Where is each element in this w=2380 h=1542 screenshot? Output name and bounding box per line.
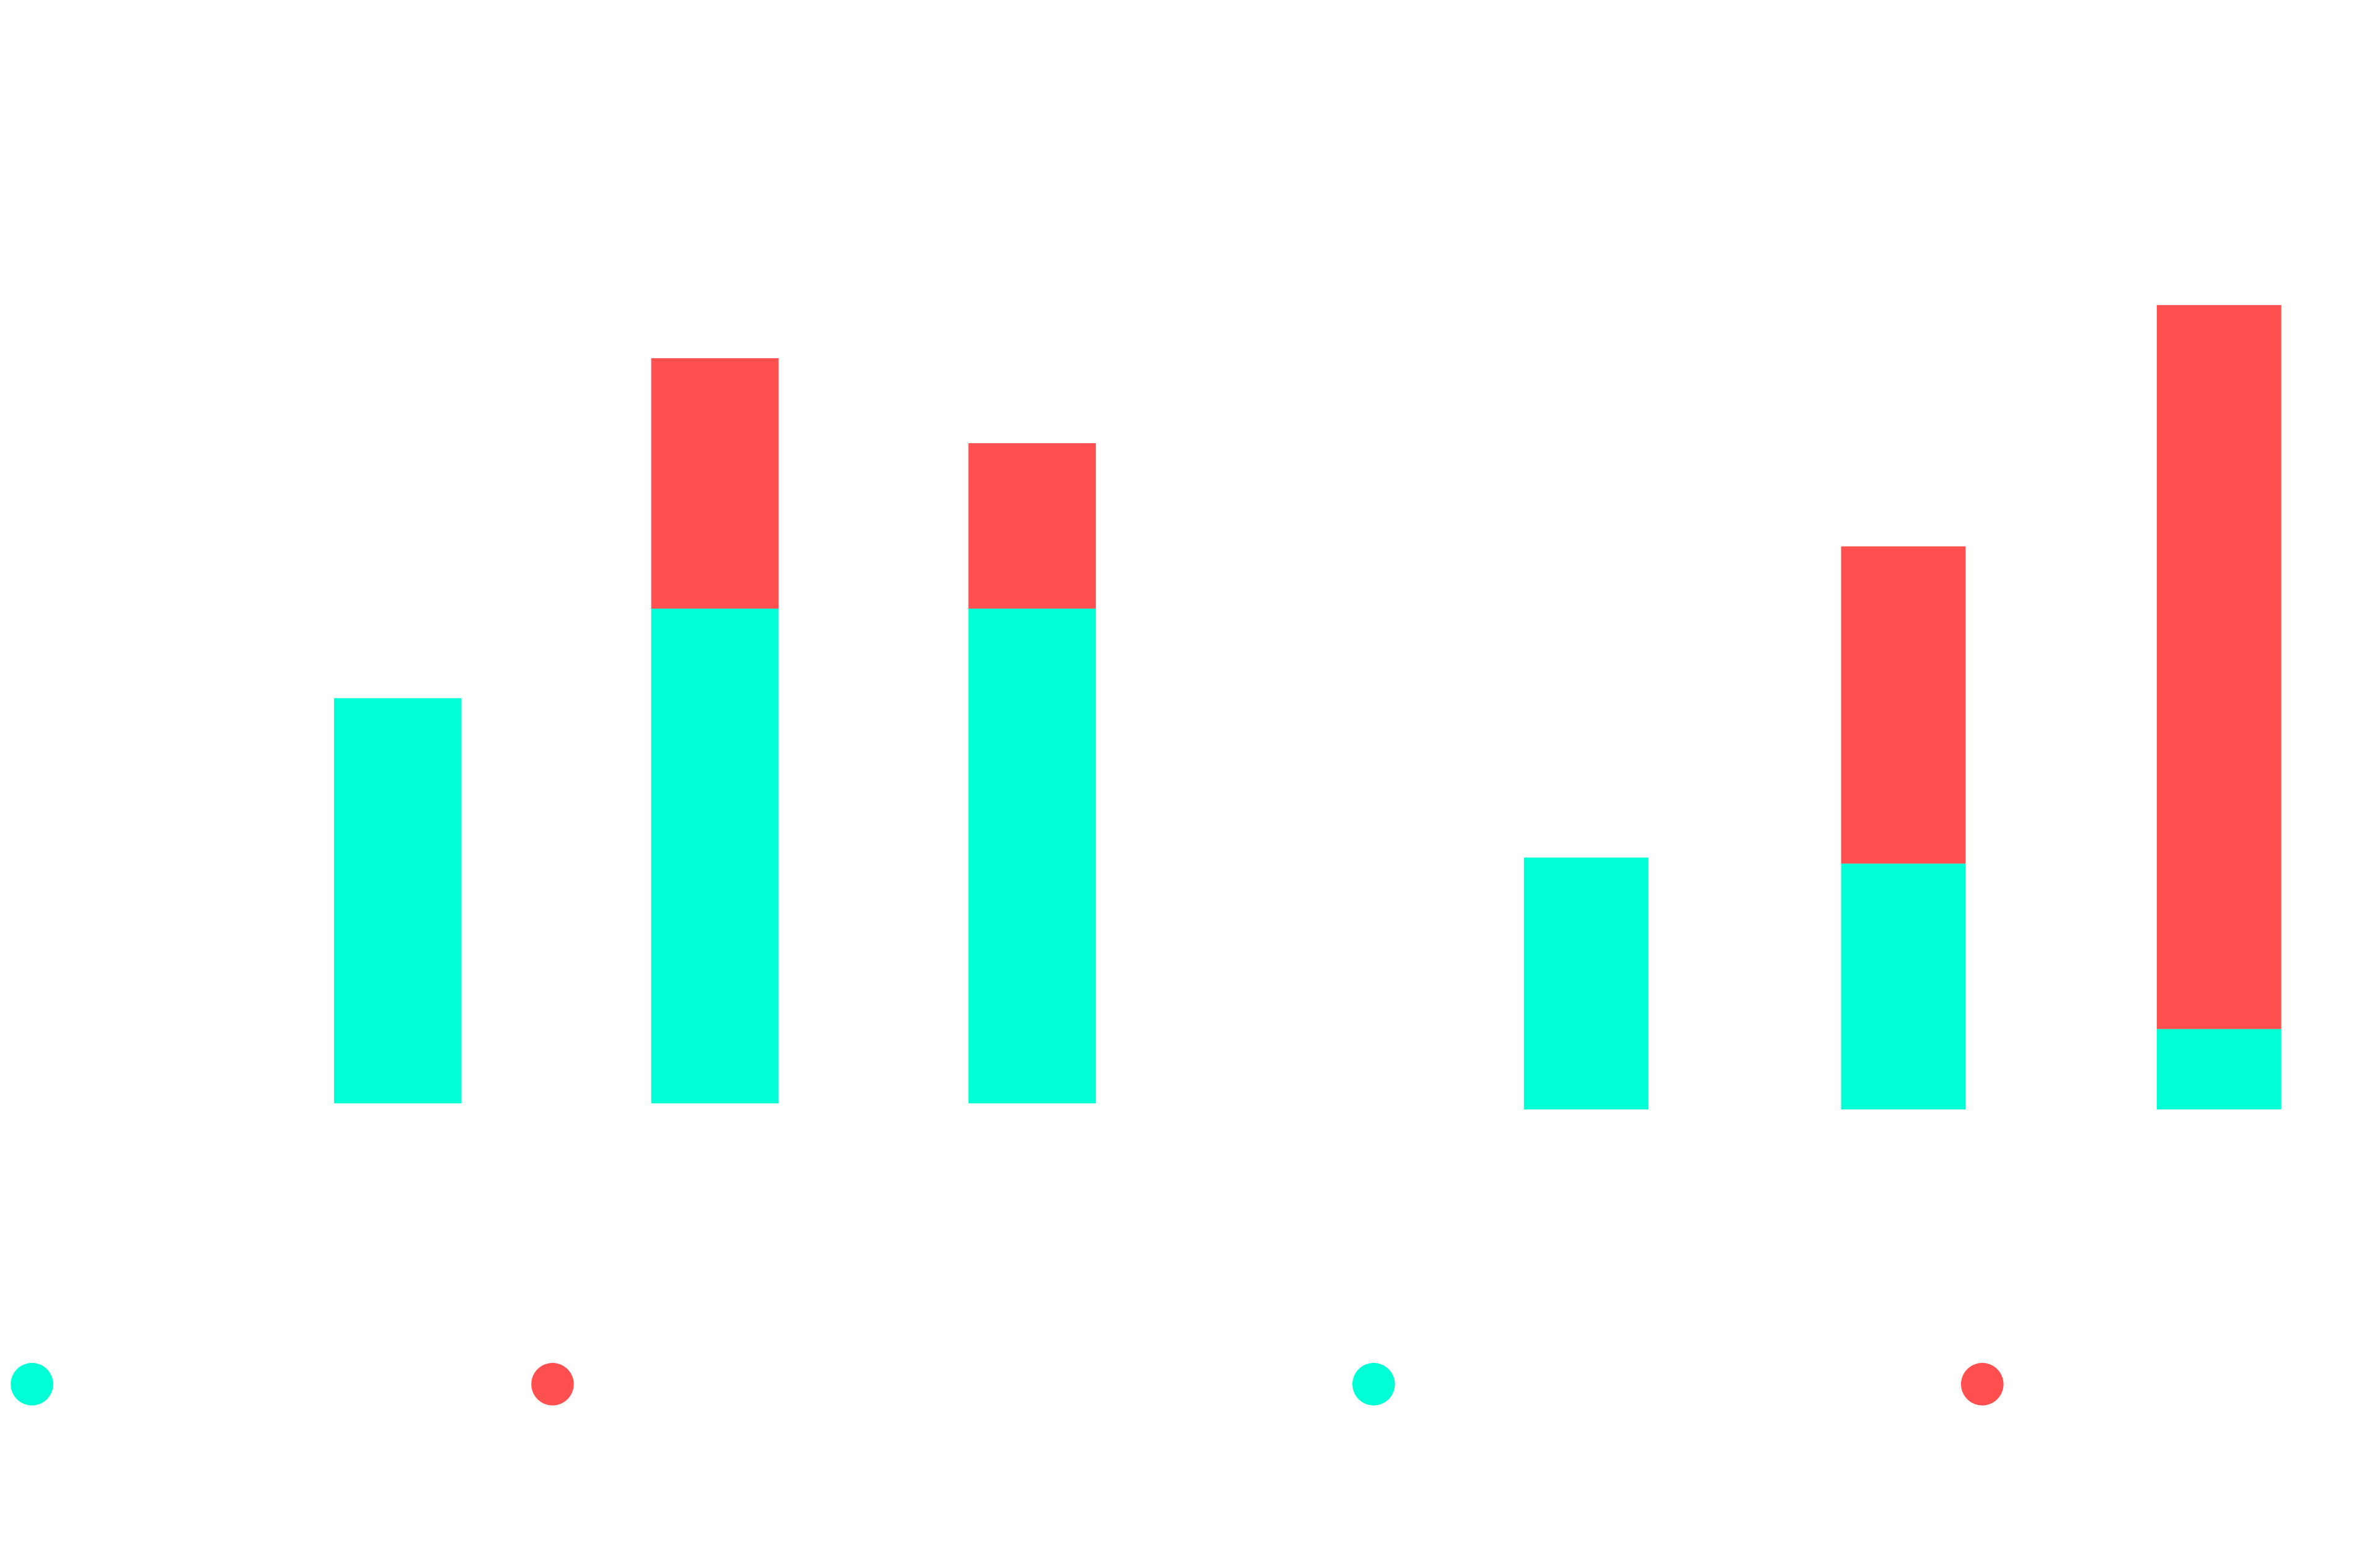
left-chart	[333, 358, 1096, 1104]
bar-chart0-cat1-series1	[651, 358, 779, 609]
bar-chart1-cat1-series0	[1841, 863, 1966, 1110]
legend-marker-chart1-series1	[1961, 1363, 2004, 1406]
right-chart	[1523, 305, 2281, 1110]
legend-marker-chart0-series0	[11, 1363, 53, 1406]
bar-chart0-cat2-series1	[968, 443, 1096, 609]
legend	[11, 1363, 2004, 1406]
bar-chart1-cat0-series0	[1523, 857, 1649, 1110]
legend-marker-chart1-series0	[1352, 1363, 1395, 1406]
bar-chart1-cat2-series1	[2156, 305, 2281, 1029]
legend-marker-chart0-series1	[531, 1363, 574, 1406]
bar-chart0-cat2-series0	[968, 608, 1096, 1104]
bar-chart1-cat2-series0	[2156, 1029, 2281, 1110]
bar-chart0-cat0-series0	[333, 698, 462, 1104]
bar-chart0-cat1-series0	[651, 608, 779, 1104]
bar-chart1-cat1-series1	[1841, 546, 1966, 864]
